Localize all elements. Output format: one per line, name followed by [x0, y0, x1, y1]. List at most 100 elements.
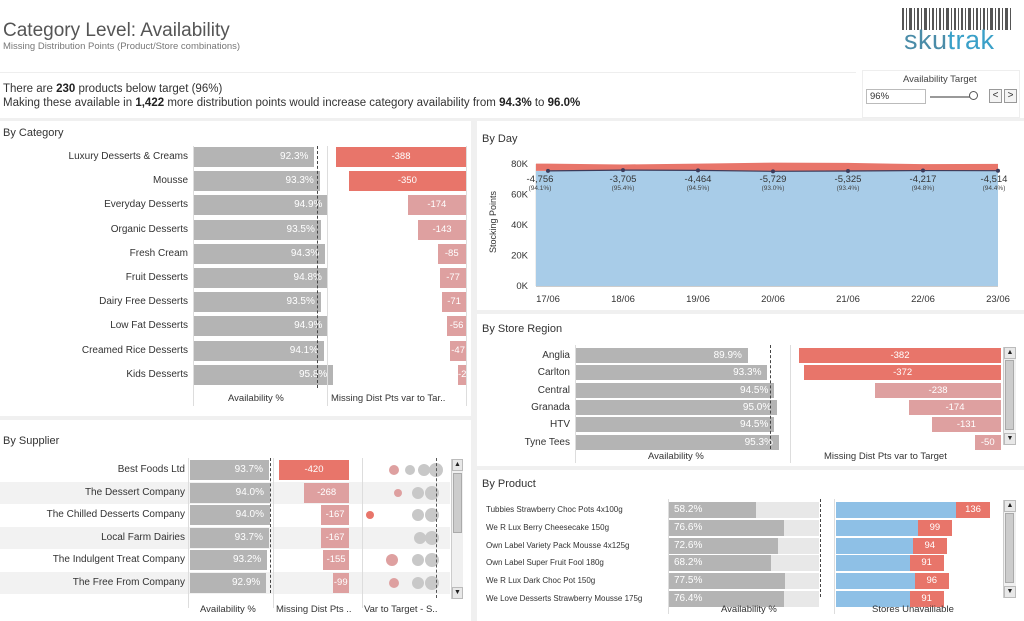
stores-unavailable-bar[interactable]: 99 [917, 519, 952, 536]
missing-points-bar[interactable]: -99 [332, 572, 349, 593]
data-point[interactable] [846, 169, 850, 174]
availability-bar[interactable]: 72.6% [669, 537, 778, 554]
stores-total-bar[interactable] [836, 591, 930, 607]
scroll-thumb[interactable] [1005, 513, 1014, 583]
missing-points-bar[interactable]: -420 [279, 460, 349, 480]
availability-bar[interactable]: 94.3% [194, 243, 326, 264]
stores-total-bar[interactable] [836, 555, 930, 572]
availability-bar[interactable]: 94.9% [194, 316, 329, 337]
product-label[interactable]: We Love Desserts Strawberry Mousse 175g [486, 594, 643, 603]
data-point[interactable] [771, 169, 775, 174]
var-to-target-dot[interactable] [418, 464, 430, 476]
var-to-target-dot[interactable] [425, 508, 439, 522]
availability-bar[interactable]: 93.2% [190, 550, 268, 570]
var-to-target-dot[interactable] [425, 530, 439, 545]
supplier-label[interactable]: The Dessert Company [84, 486, 185, 498]
scroll-up-arrow-icon[interactable]: ▲ [452, 459, 463, 471]
data-point[interactable] [621, 168, 625, 173]
stores-total-bar[interactable] [836, 502, 976, 518]
missing-points-bar[interactable]: -167 [321, 505, 349, 525]
category-label[interactable]: Fruit Desserts [125, 272, 188, 283]
availability-bar[interactable]: 95.3% [576, 434, 779, 450]
supplier-label[interactable]: Best Foods Ltd [117, 464, 185, 475]
var-to-target-dot[interactable] [425, 553, 439, 567]
availability-target-input[interactable]: 96% [866, 89, 926, 104]
region-label[interactable]: Central [537, 384, 570, 396]
category-label[interactable]: Fresh Cream [129, 247, 188, 259]
var-to-target-dot[interactable] [386, 554, 398, 566]
availability-bar[interactable]: 93.7% [190, 460, 269, 480]
availability-bar[interactable]: 68.2% [669, 555, 772, 572]
missing-points-bar[interactable]: -167 [321, 527, 349, 548]
missing-points-bar[interactable]: -268 [304, 482, 349, 503]
supplier-label[interactable]: The Chilled Desserts Company [46, 509, 185, 520]
var-to-target-dot[interactable] [389, 465, 399, 475]
availability-target-slider-track[interactable] [930, 96, 974, 98]
var-to-target-dot[interactable] [389, 577, 399, 588]
region-label[interactable]: Tyne Tees [524, 436, 570, 448]
availability-bar[interactable]: 94.0% [190, 505, 270, 525]
availability-bar[interactable]: 94.5% [576, 417, 775, 433]
supplier-label[interactable]: The Indulgent Treat Company [52, 554, 185, 565]
category-label[interactable]: Low Fat Desserts [110, 320, 188, 332]
stocking-points-area[interactable] [536, 170, 998, 286]
missing-points-bar[interactable]: -47 [450, 340, 466, 361]
scroll-up-arrow-icon[interactable]: ▲ [1004, 500, 1016, 512]
missing-points-bar[interactable]: -50 [974, 434, 1001, 450]
stores-unavailable-bar[interactable]: 94 [912, 537, 947, 554]
category-label[interactable]: Everyday Desserts [104, 199, 188, 211]
data-point[interactable] [996, 168, 1000, 173]
region-label[interactable]: HTV [550, 419, 570, 431]
availability-bar[interactable]: 94.0% [190, 482, 270, 503]
availability-bar[interactable]: 92.3% [194, 147, 315, 167]
supplier-label[interactable]: Local Farm Dairies [101, 531, 185, 543]
var-to-target-dot[interactable] [412, 509, 424, 521]
var-to-target-dot[interactable] [414, 531, 426, 544]
missing-points-bar[interactable]: -56 [447, 316, 466, 337]
missing-points-bar[interactable]: -238 [875, 382, 1001, 398]
availability-bar[interactable]: 95.8% [194, 364, 334, 385]
var-to-target-dot[interactable] [412, 554, 424, 566]
availability-bar[interactable]: 94.9% [194, 195, 329, 216]
region-label[interactable]: Anglia [542, 350, 570, 361]
product-label[interactable]: We R Lux Berry Cheesecake 150g [486, 522, 610, 532]
availability-bar[interactable]: 93.3% [576, 365, 768, 381]
missing-points-bar[interactable]: -388 [336, 147, 466, 167]
data-point[interactable] [696, 168, 700, 173]
missing-points-bar[interactable]: -85 [437, 243, 466, 264]
missing-points-bar[interactable]: -382 [799, 348, 1001, 363]
category-label[interactable]: Organic Desserts [110, 223, 188, 235]
product-label[interactable]: We R Lux Dark Choc Pot 150g [486, 576, 596, 586]
missing-points-bar[interactable]: -174 [407, 195, 466, 216]
region-label[interactable]: Carlton [537, 367, 570, 379]
availability-bar[interactable]: 94.8% [194, 268, 328, 288]
availability-bar[interactable]: 94.5% [576, 382, 775, 398]
availability-bar[interactable]: 93.3% [194, 171, 320, 192]
category-label[interactable]: Mousse [152, 175, 188, 187]
availability-bar[interactable]: 95.0% [576, 399, 778, 415]
missing-points-bar[interactable]: -131 [931, 417, 1001, 433]
availability-target-slider-knob[interactable] [969, 91, 978, 100]
scroll-up-arrow-icon[interactable]: ▲ [1004, 347, 1016, 359]
category-label[interactable]: Kids Desserts [126, 368, 188, 380]
scroll-thumb[interactable] [1005, 360, 1014, 430]
scroll-thumb[interactable] [453, 473, 462, 533]
availability-bar[interactable]: 94.1% [194, 340, 325, 361]
stores-unavailable-bar[interactable]: 91 [909, 555, 944, 572]
category-label[interactable]: Luxury Desserts & Creams [68, 151, 188, 162]
scroll-down-arrow-icon[interactable]: ▼ [1004, 586, 1016, 598]
target-next-button[interactable]: > [1004, 89, 1017, 103]
var-to-target-dot[interactable] [425, 485, 439, 500]
stores-unavailable-bar[interactable]: 96 [914, 573, 949, 590]
var-to-target-dot[interactable] [394, 488, 402, 497]
missing-points-bar[interactable]: -71 [442, 292, 466, 313]
var-to-target-dot[interactable] [412, 576, 424, 589]
availability-bar[interactable]: 89.9% [576, 348, 748, 363]
scroll-down-arrow-icon[interactable]: ▼ [452, 587, 463, 599]
data-point[interactable] [921, 168, 925, 173]
var-to-target-dot[interactable] [425, 575, 439, 590]
category-label[interactable]: Creamed Rice Desserts [81, 344, 188, 356]
var-to-target-dot[interactable] [405, 465, 415, 475]
availability-bar[interactable]: 92.9% [190, 572, 267, 593]
availability-bar[interactable]: 93.5% [194, 292, 321, 313]
